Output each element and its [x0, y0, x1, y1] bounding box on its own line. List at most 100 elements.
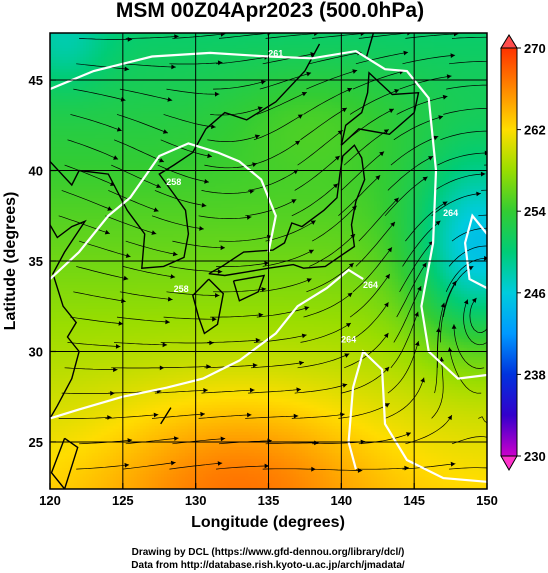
streamline: [119, 88, 173, 101]
streamline: [347, 302, 389, 343]
streamline-arrowhead: [203, 388, 208, 393]
streamline-arrowhead: [217, 461, 223, 466]
streamline: [116, 114, 169, 134]
streamline-arrowhead: [333, 183, 338, 189]
streamline: [210, 106, 263, 116]
streamline-arrowhead: [379, 151, 385, 157]
streamline-arrowhead: [258, 312, 264, 318]
streamline-arrowhead: [544, 65, 548, 70]
streamline-arrowhead: [344, 353, 350, 358]
streamline: [300, 322, 352, 343]
streamline: [300, 107, 348, 141]
streamline: [201, 389, 255, 394]
y-axis-label: Latitude (degrees): [2, 192, 19, 331]
streamline: [207, 134, 260, 142]
streamline-arrowhead: [442, 94, 448, 100]
streamline-arrowhead: [113, 367, 118, 372]
streamline: [78, 240, 131, 258]
streamline-arrowhead: [151, 230, 157, 235]
streamline-arrowhead: [341, 107, 347, 113]
streamline-arrowhead: [446, 74, 452, 79]
y-tick-label: 30: [29, 344, 43, 359]
streamline: [58, 215, 110, 234]
streamline: [265, 442, 319, 445]
streamline: [399, 75, 452, 90]
streamline-arrowhead: [220, 245, 225, 251]
streamline-arrowhead: [207, 153, 212, 159]
contour-label: 264: [363, 280, 378, 290]
streamline-arrowhead: [451, 324, 457, 329]
streamline-arrowhead: [524, 226, 529, 231]
streamline: [256, 91, 307, 115]
streamline: [303, 292, 353, 318]
streamline-arrowhead: [493, 244, 498, 249]
streamline: [448, 245, 487, 267]
streamline-arrowhead: [388, 108, 394, 114]
streamline-arrowhead: [375, 175, 381, 181]
temperature-contours: [50, 49, 487, 483]
streamline: [453, 324, 485, 369]
streamline: [358, 432, 412, 445]
streamline-arrowhead: [384, 366, 390, 372]
streamline-arrowhead: [217, 269, 223, 274]
streamline-arrowhead: [385, 274, 390, 279]
streamline: [309, 51, 362, 65]
streamline-arrowhead: [488, 129, 492, 134]
streamline: [434, 173, 486, 191]
streamline-arrowhead: [301, 92, 307, 97]
streamline-arrowhead: [387, 247, 392, 253]
streamline-arrowhead: [264, 463, 269, 469]
streamline-arrowhead: [296, 387, 301, 393]
y-tick-label: 40: [29, 164, 43, 179]
streamline-arrowhead: [124, 66, 130, 72]
lat-lon-grid: [50, 33, 487, 489]
streamline: [76, 63, 130, 70]
streamline-arrowhead: [420, 377, 425, 383]
streamline: [437, 302, 445, 368]
streamline-arrowhead: [116, 127, 122, 132]
streamline: [396, 95, 448, 115]
streamline: [122, 63, 176, 68]
y-tick-label: 35: [29, 254, 43, 269]
streamline: [125, 35, 179, 39]
streamline-arrowhead: [306, 278, 312, 283]
contour-line: [50, 268, 364, 420]
streamline-arrowhead: [162, 129, 168, 134]
streamline-arrowhead: [440, 302, 446, 308]
streamline: [216, 465, 270, 470]
streamline: [172, 240, 226, 249]
streamline: [207, 339, 261, 343]
footer-data-source: Data from http://database.rish.kyoto-u.a…: [131, 560, 405, 571]
streamline: [216, 262, 269, 267]
x-tick-label: 120: [39, 493, 61, 508]
streamline-arrowhead: [249, 387, 255, 393]
streamline: [204, 364, 258, 369]
streamline: [61, 190, 113, 211]
streamline-arrowhead: [107, 206, 113, 211]
streamline: [393, 285, 422, 343]
streamline-arrowhead: [301, 333, 307, 339]
streamline-arrowhead: [113, 155, 119, 160]
streamline-arrowhead: [156, 183, 161, 188]
plot-area: 261 258 258 264 264 264: [50, 33, 548, 489]
streamline-arrowhead: [447, 415, 452, 421]
streamline-arrowhead: [453, 33, 459, 37]
streamline-arrowhead: [541, 92, 546, 97]
streamline-arrowhead: [254, 134, 260, 139]
contour-labels: 261 258 258 264 264 264: [166, 49, 458, 345]
streamline-arrowhead: [255, 337, 261, 343]
streamline: [343, 129, 389, 166]
streamline: [431, 356, 444, 419]
streamline-arrowhead: [383, 333, 389, 338]
streamline-arrowhead: [414, 311, 419, 317]
streamline: [338, 175, 381, 217]
streamline-arrowhead: [304, 306, 310, 311]
streamline: [437, 152, 487, 166]
streamline-arrowhead: [299, 360, 304, 366]
colorbar-min-arrow: [500, 455, 518, 472]
streamline: [306, 262, 354, 293]
colorbar-max-arrow: [500, 34, 518, 49]
streamline: [291, 183, 339, 217]
streamline: [58, 416, 112, 419]
